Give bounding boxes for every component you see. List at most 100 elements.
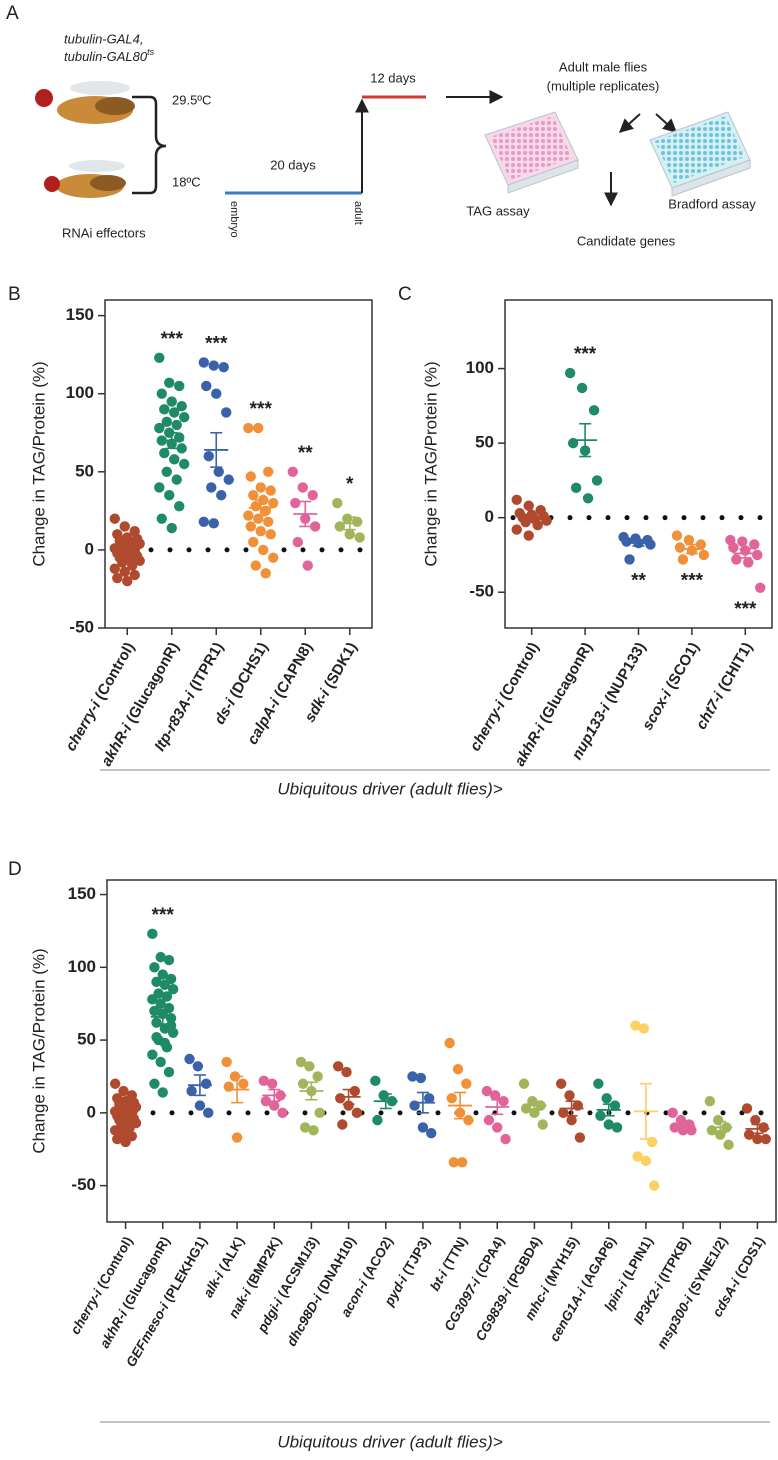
data-point	[266, 1078, 278, 1089]
data-point	[218, 361, 229, 373]
data-point	[149, 1078, 160, 1089]
data-point	[341, 1066, 352, 1078]
data-point	[159, 404, 170, 415]
protein-name: (ITPR1)	[184, 639, 227, 697]
data-point	[255, 482, 266, 493]
data-point	[165, 1020, 177, 1031]
data-point	[645, 539, 656, 550]
x-tick-label: scox-i (SCO1)	[639, 639, 703, 733]
data-point	[621, 536, 632, 547]
data-point	[461, 1078, 472, 1089]
data-point	[147, 928, 158, 940]
data-point	[683, 534, 695, 546]
data-point	[677, 554, 689, 565]
data-point	[127, 560, 138, 571]
data-point	[372, 1114, 383, 1126]
data-point	[489, 1090, 501, 1101]
panel-letter: D	[8, 859, 22, 880]
significance-label: ***	[205, 333, 228, 354]
data-point	[638, 1023, 650, 1034]
panel-letter: C	[398, 284, 412, 305]
data-point	[159, 979, 171, 990]
data-point	[452, 1063, 464, 1075]
data-point	[155, 951, 166, 963]
gene-name: cherry-i	[62, 697, 105, 754]
gene-name: akhR-i	[98, 720, 136, 769]
protein-name: (MYH15)	[539, 1234, 581, 1292]
duration-1: 20 days	[270, 157, 316, 172]
data-point	[698, 549, 710, 561]
gene-name: calpA-i	[244, 695, 284, 748]
data-point	[208, 360, 219, 371]
data-point	[292, 536, 303, 548]
data-point	[481, 1085, 493, 1097]
gene-name: akhR-i	[96, 1307, 130, 1350]
data-point	[171, 474, 182, 485]
data-point	[151, 976, 162, 988]
data-point	[223, 474, 234, 485]
data-point	[157, 969, 168, 980]
data-point	[260, 1096, 272, 1107]
protein-name: (SCO1)	[661, 639, 703, 695]
replicates: (multiple replicates)	[547, 78, 660, 93]
data-point	[161, 466, 172, 478]
significance-label: ***	[734, 599, 757, 620]
data-point	[184, 1053, 195, 1065]
data-point	[532, 519, 543, 531]
y-tick-label: 0	[485, 507, 494, 526]
chart-panel: D Change in TAG/Protein (%) -50 0 50 100 150 ch…	[8, 859, 777, 1451]
data-point	[248, 536, 259, 548]
data-point	[492, 1122, 503, 1133]
data-point	[109, 1078, 121, 1089]
chart-panel: C Change in TAG/Protein (%) -50 0 50 100 cherr…	[398, 284, 773, 769]
significance-label: ***	[574, 344, 597, 365]
data-point	[221, 407, 232, 418]
data-point	[603, 1119, 614, 1130]
protein-name: (CPA4)	[470, 1234, 507, 1283]
bracket	[132, 95, 167, 195]
data-point	[520, 516, 531, 528]
panel-letter: A	[6, 3, 19, 24]
data-point	[337, 1119, 348, 1130]
data-point	[109, 563, 120, 574]
data-point	[154, 482, 165, 493]
panel-a: A tubulin-GAL4, tubulin-GAL80ts RNAi eff…	[6, 3, 756, 248]
y-tick-label: 0	[87, 1102, 96, 1121]
data-point	[752, 549, 763, 561]
data-point	[134, 555, 145, 567]
data-point	[169, 407, 180, 418]
data-point	[574, 1132, 586, 1143]
protein-name: (PGBD4)	[501, 1234, 544, 1293]
data-point	[715, 1129, 726, 1140]
data-point	[119, 521, 130, 532]
protein-name: (CHIT1)	[713, 639, 756, 697]
data-point	[354, 532, 365, 543]
gene-name: dhc98D-i	[283, 1291, 325, 1348]
data-point	[250, 500, 261, 512]
data-point	[695, 539, 707, 550]
protein-name: (CAPN8)	[269, 639, 316, 704]
y-axis-label: Change in TAG/Protein (%)	[29, 948, 48, 1153]
data-point	[245, 521, 256, 532]
data-point	[591, 475, 603, 486]
arrow	[655, 113, 678, 133]
data-point	[304, 1061, 315, 1072]
fly-icon	[44, 160, 126, 198]
data-point	[351, 1107, 363, 1119]
y-tick-label: -50	[469, 582, 494, 601]
genotype-line-2: tubulin-GAL80ts	[64, 47, 155, 64]
data-point	[269, 1100, 280, 1111]
fly-icon	[35, 81, 135, 124]
data-point	[760, 1133, 771, 1145]
rnai-label: RNAi effectors	[62, 225, 146, 240]
data-point	[109, 1125, 121, 1136]
data-point	[671, 530, 683, 541]
data-point	[179, 411, 190, 423]
data-point	[117, 557, 128, 568]
protein-name: (ALK)	[214, 1234, 247, 1277]
data-point	[523, 500, 534, 511]
tag-assay: TAG assay	[466, 203, 530, 218]
data-point	[198, 516, 209, 527]
data-point	[129, 525, 140, 537]
data-point	[112, 572, 123, 584]
